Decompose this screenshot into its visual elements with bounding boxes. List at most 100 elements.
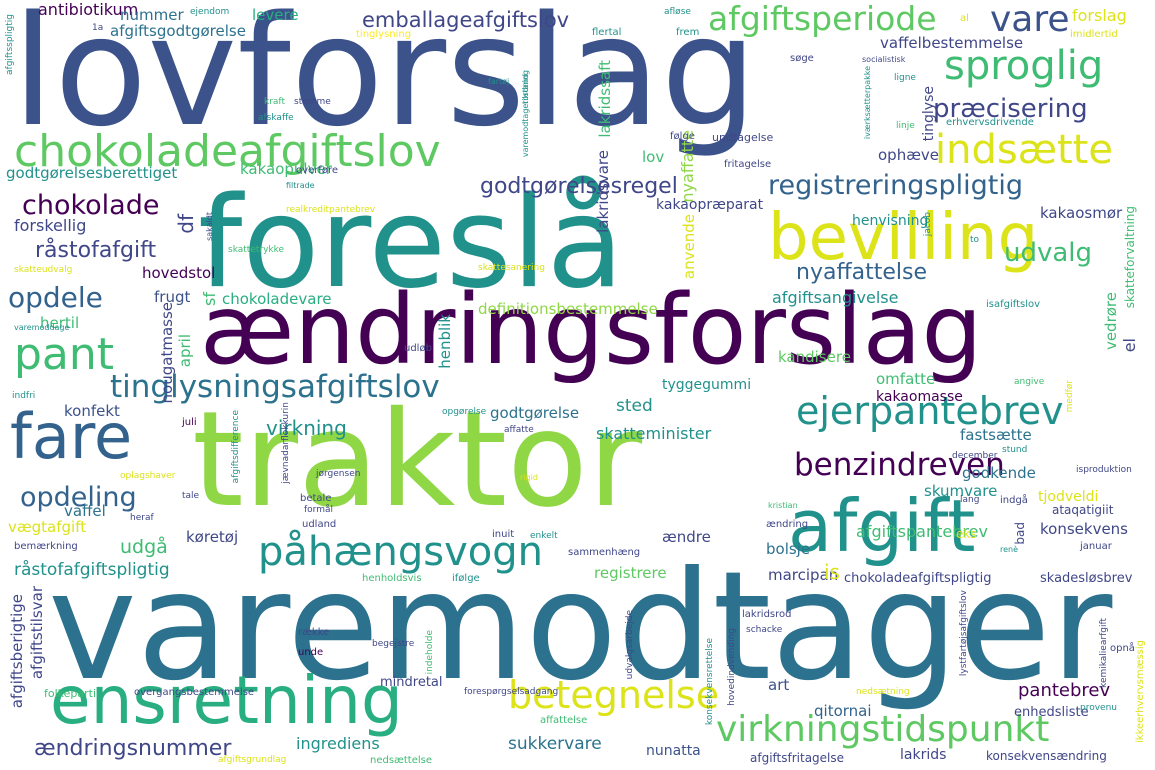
word-ingrediens: ingrediens: [296, 734, 380, 753]
word-kakaopraeparat: kakaopræparat: [656, 197, 764, 213]
word-kandisere: kandisere: [778, 348, 851, 366]
word-frugt: frugt: [154, 288, 191, 306]
word-betale: betale: [300, 493, 332, 504]
word-afskaffe: afskaffe: [258, 113, 294, 123]
word-nougatmasse: nougatmasse: [158, 302, 176, 404]
word-aendringsforslag: ændringsforslag: [200, 274, 983, 386]
word-fritagelse: fritagelse: [724, 159, 772, 170]
word-afgiftsberigtige: afgiftsberigtige: [8, 594, 26, 709]
word-mindretal: mindretal: [380, 675, 443, 690]
word-afgiftsangivelse: afgiftsangivelse: [772, 288, 899, 307]
word-omfatte: omfatte: [876, 370, 936, 388]
word-fartoej: fartøj: [488, 77, 510, 86]
word-skadesloesbrev: skadesløsbrev: [1040, 571, 1133, 586]
word-fare: fare: [10, 400, 133, 473]
word-sukkervare: sukkervare: [508, 734, 602, 754]
word-konsekvensaendring: konsekvensændring: [986, 749, 1107, 763]
word-socialistisk: socialistisk: [862, 55, 906, 64]
word-skatteudvalg: skatteudvalg: [14, 265, 73, 275]
word-afgiftsdifference: afgiftsdifference: [231, 410, 241, 484]
word-kraft: kraft: [264, 97, 285, 107]
word-raekke: række: [298, 627, 330, 638]
word-lakridssaft: lakridssaft: [596, 60, 614, 138]
word-linje: linje: [896, 121, 915, 131]
word-afgiftsgodtgoerelse: afgiftsgodtgørelse: [110, 22, 246, 40]
word-koeretoej: køretøj: [186, 528, 239, 546]
word-foelge: følge: [670, 131, 695, 142]
word-heraf: heraf: [130, 513, 154, 523]
word-afgiftsgrundlag: afgiftsgrundlag: [218, 755, 287, 765]
word-chokoladeafgiftslov: chokoladeafgiftslov: [14, 126, 441, 177]
word-henblik: henblik: [436, 314, 454, 369]
word-affatte: affatte: [504, 425, 534, 435]
word-vare: vare: [990, 0, 1070, 40]
word-anvende: anvende: [680, 214, 698, 280]
word-lang: lang: [960, 495, 980, 505]
word-hovedstol: hovedstol: [142, 264, 216, 282]
word-chokoladeafgiftspligtig: chokoladeafgiftspligtig: [844, 571, 992, 586]
word-vaffel: vaffel: [64, 502, 106, 520]
word-indfri: indfri: [12, 391, 36, 401]
word-provenu: provenu: [1080, 703, 1117, 713]
word-juli: juli: [182, 417, 197, 428]
word-skumvare: skumvare: [924, 482, 998, 500]
word-skatteminister: skatteminister: [596, 424, 712, 443]
word-ikkeerhvervsmaessig: ikkeerhvervsmæssig: [1135, 640, 1146, 743]
word-nyaffattelse: nyaffattelse: [796, 260, 927, 285]
word-isproduktion: isproduktion: [1076, 465, 1132, 475]
word-registreringspligtig: registreringspligtig: [768, 170, 1023, 201]
word-ifoelge: ifølge: [452, 573, 480, 584]
word-angive: angive: [1014, 377, 1045, 387]
word-udvalg: udvalg: [1004, 238, 1093, 268]
word-afgift: afgift: [788, 484, 976, 568]
word-eks: eks: [956, 527, 977, 541]
word-nedsaettelse: nedsættelse: [370, 755, 433, 766]
word-fremgaa: skattetrykke: [228, 245, 285, 255]
word-art: art: [768, 676, 790, 694]
word-praecisering: præcisering: [933, 94, 1088, 124]
word-realkreditpantebrev: realkreditpantebrev: [286, 205, 376, 215]
word-godtgoerelse: godtgørelse: [490, 404, 580, 422]
word-pant: pant: [14, 329, 115, 380]
word-levere: levere: [252, 6, 299, 24]
word-unde: unde: [298, 647, 324, 658]
word-afgiftsperiode: afgiftsperiode: [708, 0, 937, 38]
word-df: df: [174, 214, 198, 234]
word-to: to: [970, 235, 980, 245]
word-lov: lov: [642, 148, 665, 166]
word-aendringsnummer: ændringsnummer: [34, 736, 232, 761]
word-kakaosmoer: kakaosmør: [1040, 204, 1123, 222]
word-indsaette: indsætte: [935, 127, 1113, 173]
word-undtagelse: undtagelse: [712, 131, 774, 144]
word-skattesanering: skattesanering: [478, 263, 545, 273]
word-overgangsbestemmelse: overgangsbestemmelse: [134, 687, 255, 698]
word-rene: renè: [1000, 545, 1019, 554]
word-december: december: [952, 451, 998, 461]
word-bevilling: bevilling: [768, 201, 1039, 275]
word-ejendom: ejendom: [190, 7, 230, 17]
word-sakaldt: sakaldt: [205, 212, 214, 241]
word-kakaopulver: kakaopulver: [240, 160, 332, 178]
word-vaffelbestemmelse: vaffelbestemmelse: [880, 34, 1024, 52]
word-lakrids: lakrids: [900, 747, 947, 763]
word-schacke: schacke: [746, 625, 783, 635]
word-udvalgsarbejde: udvalgsarbejde: [625, 610, 635, 680]
word-afgiftspantebrev: afgiftspantebrev: [856, 522, 988, 541]
word-erhvervsdrivende: erhvervsdrivende: [946, 117, 1034, 128]
word-skatteforvaltning: skatteforvaltning: [1123, 206, 1137, 309]
word-konfekt: konfekt: [64, 402, 120, 420]
word-tyggegummi: tyggegummi: [662, 377, 752, 393]
word-stund: stund: [1002, 445, 1028, 455]
word-chokolade: chokolade: [22, 190, 160, 221]
word-ensretning: ensretning: [50, 662, 403, 739]
word-sf: sf: [200, 292, 219, 306]
word-sammenhaeng: sammenhæng: [568, 547, 641, 558]
word-sproglig: sproglig: [944, 43, 1104, 89]
word-henholdsvis: henholdsvis: [362, 573, 422, 584]
word-afgiftstilsvar: afgiftstilsvar: [28, 586, 46, 680]
word-stemme: stemme: [294, 97, 331, 107]
word-isafgiftslov: isafgiftslov: [986, 299, 1041, 310]
word-emballageafgiftslov: emballageafgiftslov: [362, 8, 570, 32]
word-baad: bad: [1013, 522, 1027, 545]
